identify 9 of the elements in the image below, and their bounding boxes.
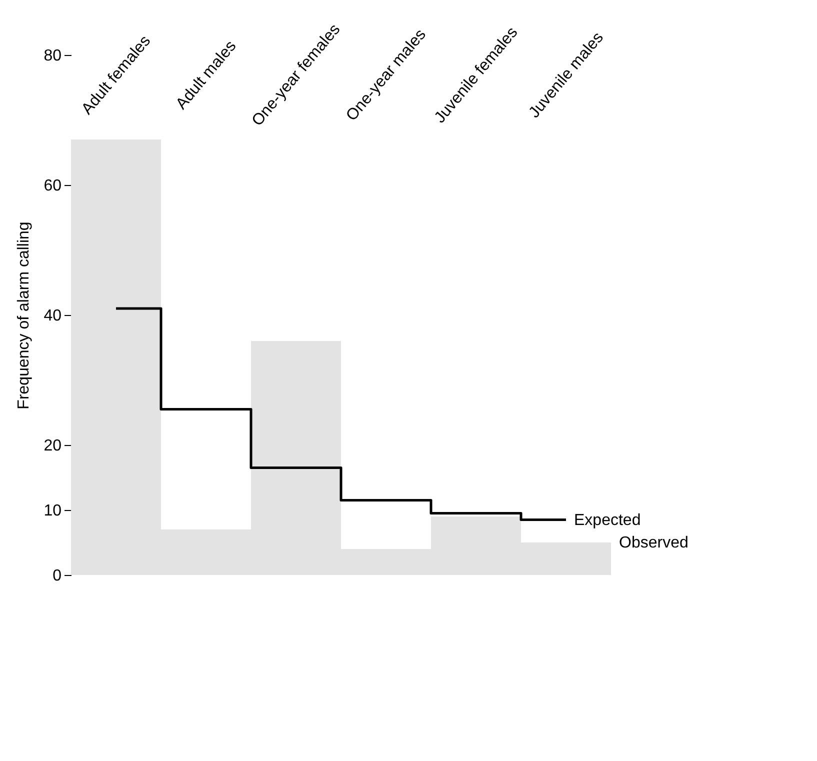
y-axis-title: Frequency of alarm calling	[16, 222, 33, 410]
series-label: Observed	[619, 534, 688, 552]
y-tick-label: 60	[44, 178, 62, 194]
series-label: Expected	[574, 512, 641, 529]
y-tick-label: 80	[44, 48, 62, 64]
y-tick-label: 20	[44, 438, 62, 454]
y-tick-label: 10	[44, 502, 62, 520]
y-tick-label: 0	[52, 568, 62, 584]
y-tick-label: 40	[44, 308, 62, 324]
